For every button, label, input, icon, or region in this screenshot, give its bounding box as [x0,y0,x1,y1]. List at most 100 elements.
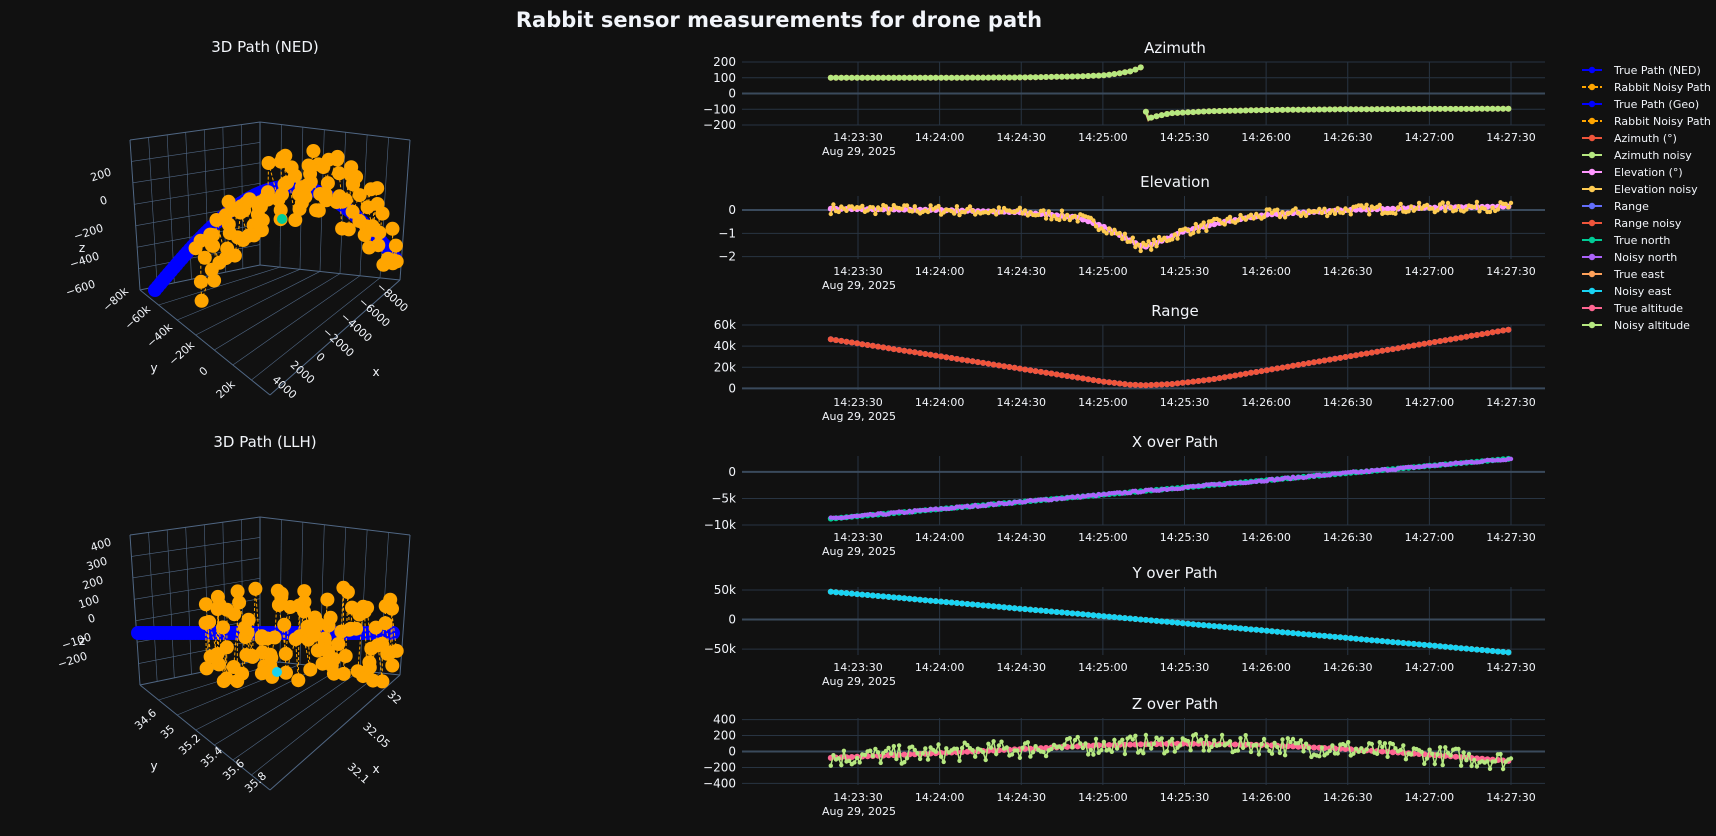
data-point [989,746,993,750]
data-point [1472,758,1476,762]
data-point [1106,742,1112,748]
data-point [1028,754,1032,758]
legend-item[interactable]: Azimuth (°) [1582,132,1677,145]
data-point [1337,106,1343,112]
data-point [1437,106,1443,112]
data-point [975,75,981,81]
x-tick-label: 14:26:30 [1323,265,1372,278]
data-point [1149,746,1153,750]
z-tick-label: 400 [89,535,113,554]
data-point [954,600,960,606]
legend-item[interactable]: True east [1582,268,1665,281]
y-tick-label: −200 [703,760,736,774]
x-tick-label: 14:25:00 [1078,531,1127,544]
legend-swatch-marker [1589,220,1595,226]
noisy-path-point [370,181,384,195]
subplot-title: X over Path [1132,433,1218,451]
data-point [1169,110,1175,116]
data-point [1199,737,1203,741]
series-elevation-noisy [829,200,1514,253]
y-tick-label: 0 [197,364,211,378]
y-tick-label: −50k [704,642,736,656]
data-point [1251,216,1255,220]
legend-item[interactable]: Noisy altitude [1582,319,1690,332]
legend-item[interactable]: Rabbit Noisy Path [1582,81,1711,94]
scene-gridline [131,537,260,556]
data-point [1212,738,1216,742]
figure-title: Rabbit sensor measurements for drone pat… [516,8,1042,32]
legend-item[interactable]: Elevation (°) [1582,166,1683,179]
data-point [1138,741,1144,747]
data-point [943,75,949,81]
data-point [1286,736,1290,740]
data-point [1322,207,1326,211]
data-point [1285,630,1291,636]
legend-item[interactable]: True altitude [1582,302,1683,315]
data-point [1243,371,1249,377]
data-point [1012,365,1018,371]
data-point [912,349,918,355]
x-tick-label: 14:24:00 [915,661,964,674]
data-point [1139,249,1143,253]
data-point [1393,212,1397,216]
data-point [907,349,913,355]
x-tick-label: 14:24:00 [915,531,964,544]
data-point [1390,106,1396,112]
data-point [889,752,893,756]
data-point [1337,634,1343,640]
legend-item[interactable]: True Path (Geo) [1582,98,1699,111]
data-point [1358,106,1364,112]
data-point [1348,353,1354,359]
data-point [1222,624,1228,630]
legend-item[interactable]: Range [1582,200,1649,213]
data-point [1311,745,1317,751]
legend-swatch-marker [1589,118,1595,124]
data-point [1143,617,1149,623]
y-axis-label: y [150,361,157,375]
data-point [907,75,913,81]
data-point [1438,745,1442,749]
data-point [1117,70,1123,76]
data-point [1475,764,1479,768]
data-point [1280,737,1284,741]
data-point [1349,212,1353,216]
data-point [1385,106,1391,112]
legend-item[interactable]: Elevation noisy [1582,183,1698,196]
legend-item[interactable]: Noisy north [1582,251,1677,264]
data-point [905,756,909,760]
data-point [1379,106,1385,112]
x-tick-label: 14:26:00 [1241,531,1290,544]
data-point [1033,607,1039,613]
data-point [949,600,955,606]
noisy-path-point [389,239,403,253]
data-point [1202,220,1206,224]
data-point [1227,373,1233,379]
legend-item[interactable]: True north [1582,234,1670,247]
data-point [1456,204,1460,208]
data-point [1295,362,1301,368]
legend-item[interactable]: Noisy east [1582,285,1672,298]
subplot-title: Z over Path [1132,695,1218,713]
data-point [1069,74,1075,80]
data-point [1006,605,1012,611]
data-point [1262,215,1266,219]
legend-item[interactable]: True Path (NED) [1582,64,1701,77]
legend-item[interactable]: Range noisy [1582,217,1682,230]
legend: True Path (NED) Rabbit Noisy Path True Pat… [1582,64,1711,332]
data-point [1259,107,1265,113]
data-point [1346,740,1350,744]
legend-item[interactable]: Rabbit Noisy Path [1582,115,1711,128]
data-point [1453,336,1459,342]
data-point [1196,229,1200,233]
data-point [828,75,834,81]
data-point [1359,746,1363,750]
data-point [959,75,965,81]
data-point [996,604,1002,610]
y-tick-label: −20k [166,338,197,368]
data-point [913,204,917,208]
legend-item[interactable]: Azimuth noisy [1582,149,1692,162]
data-point [1075,611,1081,617]
data-point [1118,231,1122,235]
x-tick-label: 14:26:30 [1323,661,1372,674]
data-point [879,761,883,765]
